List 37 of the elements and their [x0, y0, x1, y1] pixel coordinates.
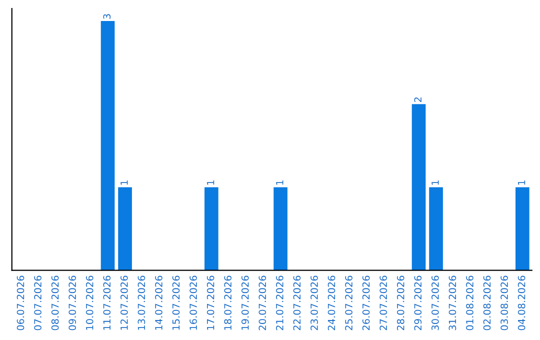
x-tick-label: 31.07.2026 [448, 276, 456, 330]
x-tick-label: 28.07.2026 [396, 276, 404, 330]
data-label: 1 [120, 180, 128, 185]
x-tick-label: 21.07.2026 [276, 276, 284, 330]
x-tick-label: 12.07.2026 [120, 276, 128, 330]
x-tick-label: 11.07.2026 [103, 276, 111, 330]
x-tick-label: 01.08.2026 [466, 276, 474, 330]
data-label: 1 [207, 180, 214, 185]
x-tick-label: 16.07.2026 [190, 276, 197, 330]
data-label: 3 [103, 14, 111, 19]
x-tick-label: 06.07.2026 [16, 276, 24, 330]
data-label: 1 [432, 180, 439, 185]
x-tick-label: 22.07.2026 [293, 276, 301, 330]
x-tick-label: 30.07.2026 [431, 276, 439, 330]
x-tick-label: 25.07.2026 [345, 276, 352, 330]
x-tick-label: 02.08.2026 [483, 276, 491, 330]
data-label: 1 [518, 180, 526, 185]
x-tick-label: 04.08.2026 [518, 276, 526, 330]
x-tick-label: 03.08.2026 [500, 276, 508, 330]
x-tick-label: 10.07.2026 [86, 276, 94, 330]
data-label: 2 [414, 97, 422, 102]
x-tick-label: 27.07.2026 [380, 276, 388, 330]
x-tick-label: 08.07.2026 [51, 276, 59, 330]
x-tick-label: 09.07.2026 [68, 276, 76, 330]
data-label: 1 [276, 180, 284, 185]
x-tick-label: 18.07.2026 [224, 276, 232, 330]
x-tick-label: 14.07.2026 [155, 276, 162, 330]
x-tick-label: 23.07.2026 [310, 276, 318, 330]
x-tick-label: 26.07.2026 [362, 276, 370, 330]
x-tick-label: 19.07.2026 [241, 276, 249, 330]
x-tick-label: 24.07.2026 [328, 276, 336, 330]
x-tick-label: 17.07.2026 [206, 276, 214, 330]
x-tick-label: 15.07.2026 [172, 276, 180, 330]
x-tick-label: 20.07.2026 [258, 276, 266, 330]
x-tick-label: 13.07.2026 [138, 276, 146, 330]
x-tick-label: 07.07.2026 [34, 276, 42, 330]
x-tick-label: 29.07.2026 [414, 276, 422, 330]
